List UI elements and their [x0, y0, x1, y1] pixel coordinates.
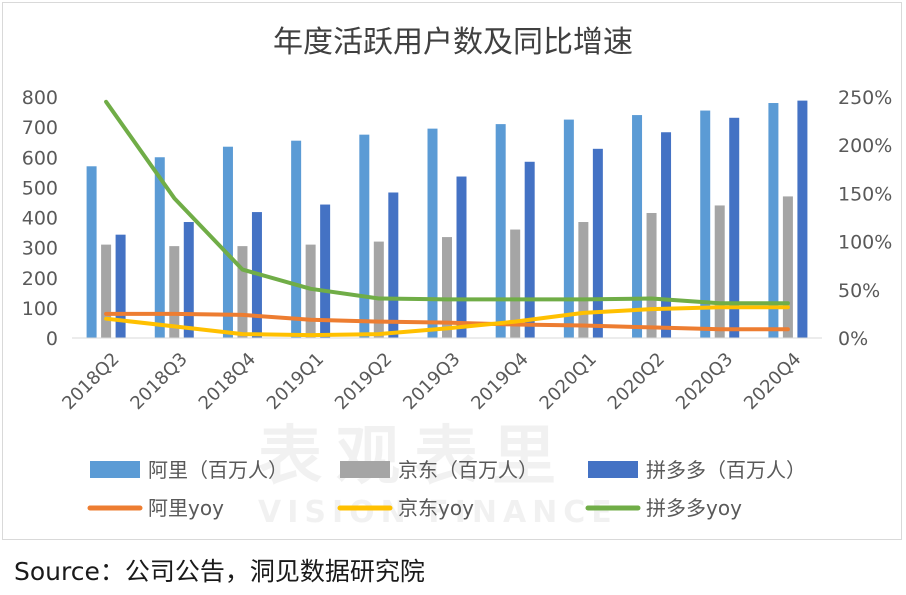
line-series-1: [104, 311, 790, 332]
x-tick-label: 2018Q3: [126, 349, 191, 414]
x-tick-label: 2020Q1: [536, 349, 601, 414]
y-left-tick-label: 700: [22, 117, 58, 139]
legend-swatch: [340, 461, 390, 478]
bar-series-2: [237, 246, 248, 338]
bar-series-1: [563, 119, 574, 338]
x-tick-label: 2019Q1: [263, 349, 328, 414]
y-left-tick-label: 400: [22, 208, 58, 230]
bar-series-2: [714, 205, 725, 338]
legend-swatch: [588, 461, 638, 478]
x-tick-label: 2018Q2: [58, 349, 123, 414]
y-left-tick-label: 800: [22, 87, 58, 109]
y-right-tick-label: 250%: [838, 87, 892, 109]
bar-series-1: [495, 124, 506, 338]
legend-swatch: [90, 461, 140, 478]
bar-series-2: [169, 246, 180, 338]
source-note: Source：公司公告，洞见数据研究院: [14, 557, 425, 586]
bar-series-3: [320, 204, 331, 338]
y-right-tick-label: 200%: [838, 135, 892, 157]
bar-series-3: [388, 192, 399, 338]
legend-label: 拼多多yoy: [646, 496, 742, 520]
bar-series-2: [578, 222, 589, 338]
bar-series-1: [427, 128, 438, 338]
bar-series-1: [359, 134, 370, 338]
chart-svg: 年度活跃用户数及同比增速 0 100 200 300 400 500 600 700 800 0%…: [22, 25, 893, 520]
bar-series-3: [115, 234, 126, 338]
legend-label: 拼多多（百万人）: [646, 458, 806, 482]
y-left-tick-label: 600: [22, 147, 58, 169]
bar-series-2: [510, 229, 521, 338]
x-tick-label: 2019Q4: [467, 349, 532, 414]
bar-series-3: [592, 148, 603, 338]
bar-series-2: [373, 241, 384, 338]
x-tick-label: 2020Q3: [672, 349, 737, 414]
bar-series-1: [632, 115, 643, 338]
y-right-tick-label: 50%: [838, 280, 880, 302]
x-tick-label: 2020Q4: [740, 349, 805, 414]
lines-layer: [104, 99, 790, 338]
bar-series-3: [524, 161, 535, 338]
bar-series-1: [291, 140, 302, 338]
legend: 阿里（百万人） 京东（百万人） 拼多多（百万人） 阿里yoy 京东yoy 拼多多yoy: [87, 458, 806, 520]
x-tick-label: 2020Q2: [604, 349, 669, 414]
y-left-tick-label: 200: [22, 268, 58, 290]
bar-series-3: [661, 132, 672, 338]
y-left-tick-label: 300: [22, 238, 58, 260]
legend-label: 阿里yoy: [148, 496, 224, 520]
line-series-3: [104, 99, 790, 306]
bar-series-1: [700, 110, 711, 339]
x-tick-label: 2019Q2: [331, 349, 396, 414]
chart-title: 年度活跃用户数及同比增速: [273, 25, 633, 60]
bar-series-3: [729, 117, 740, 338]
bar-series-3: [183, 222, 194, 338]
y-left-tick-label: 100: [22, 298, 58, 320]
bar-series-1: [154, 157, 165, 338]
legend-label: 阿里（百万人）: [148, 458, 288, 482]
y-right-tick-label: 100%: [838, 232, 892, 254]
bar-series-3: [797, 100, 808, 339]
bar-series-2: [101, 244, 112, 338]
x-tick-label: 2018Q4: [195, 349, 260, 414]
line-series-2: [104, 305, 790, 338]
bars-layer: [86, 100, 808, 339]
y-right-tick-label: 150%: [838, 183, 892, 205]
bar-series-1: [222, 146, 233, 338]
y-right-tick-label: 0%: [838, 328, 868, 350]
legend-label: 京东（百万人）: [398, 458, 538, 482]
bar-series-2: [442, 237, 452, 338]
legend-label: 京东yoy: [398, 496, 474, 520]
bar-series-1: [86, 166, 97, 338]
bar-series-2: [782, 196, 793, 338]
bar-series-2: [305, 244, 316, 338]
y-left-tick-label: 500: [22, 177, 58, 199]
bar-series-1: [768, 103, 779, 339]
y-left-tick-label: 0: [46, 328, 58, 350]
bar-series-3: [456, 176, 467, 338]
bar-series-2: [646, 212, 657, 338]
x-tick-label: 2019Q3: [399, 349, 464, 414]
